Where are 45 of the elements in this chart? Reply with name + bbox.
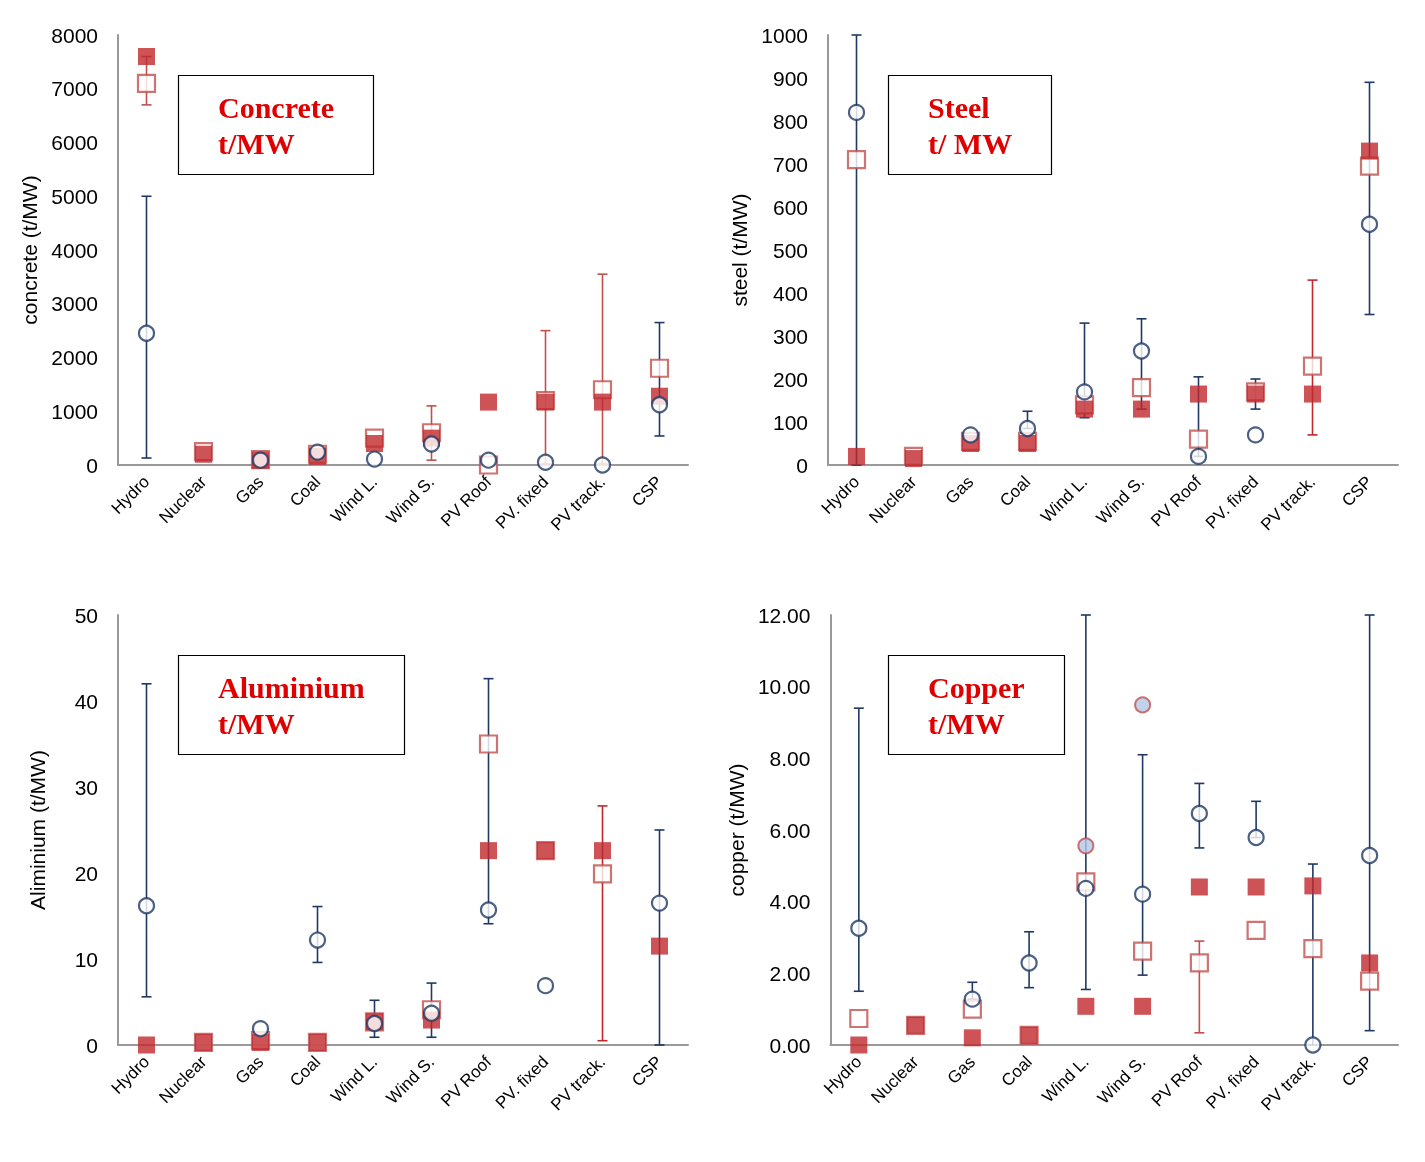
y-tick-label: 12.00: [757, 603, 811, 627]
x-tick-label: Gas: [941, 472, 978, 508]
y-tick-label: 8.00: [769, 746, 811, 770]
y-tick-label: 0.00: [769, 1033, 811, 1057]
y-tick-label: 200: [772, 367, 808, 391]
y-tick-label: 700: [772, 152, 808, 176]
y-tick-label: 400: [772, 281, 808, 305]
y-tick-label: 2.00: [769, 961, 811, 985]
y-tick-label: 2000: [51, 346, 98, 369]
y-tick-label: 800: [772, 109, 808, 133]
y-tick-label: 600: [772, 195, 808, 219]
y-tick-label: 8000: [51, 23, 98, 47]
x-tick-label: Gas: [943, 1052, 980, 1088]
y-tick-label: 0: [796, 453, 808, 477]
y-tick-label: 4000: [51, 238, 98, 262]
y-tick-label: 40: [74, 689, 98, 713]
y-tick-label: 6.00: [769, 818, 811, 842]
y-tick-label: 5000: [51, 184, 98, 208]
y-tick-label: 10: [74, 947, 98, 971]
y-tick-label: 0: [86, 1033, 98, 1057]
y-tick-label: 0: [86, 453, 98, 477]
x-tick-label: Gas: [231, 472, 268, 508]
y-tick-label: 7000: [51, 77, 98, 101]
text: Copper t/MW: [928, 670, 1025, 740]
y-axis-title: concrete (t/MW): [18, 175, 42, 325]
y-tick-label: 50: [74, 603, 98, 627]
y-tick-label: 500: [772, 238, 808, 262]
y-tick-label: 1000: [51, 399, 98, 423]
y-tick-label: 20: [74, 861, 98, 885]
x-tick-label: Gas: [231, 1052, 268, 1088]
y-tick-label: 300: [772, 324, 808, 348]
y-tick-label: 900: [772, 66, 808, 90]
y-tick-label: 4.00: [769, 890, 811, 914]
y-axis-title: steel (t/MW): [728, 193, 752, 307]
y-tick-label: 3000: [51, 292, 98, 316]
y-axis-title: copper (t/MW): [725, 763, 748, 897]
y-tick-label: 10.00: [757, 675, 811, 699]
y-tick-label: 100: [772, 410, 808, 434]
text: Concrete t/MW: [218, 90, 335, 160]
y-axis-title: Aliminium (t/MW): [26, 750, 49, 910]
y-tick-label: 30: [74, 775, 98, 799]
text: Aluminium t/MW: [218, 670, 365, 740]
y-tick-label: 6000: [51, 131, 98, 154]
y-tick-label: 1000: [761, 23, 808, 47]
text: Steel t/ MW: [928, 90, 1013, 160]
